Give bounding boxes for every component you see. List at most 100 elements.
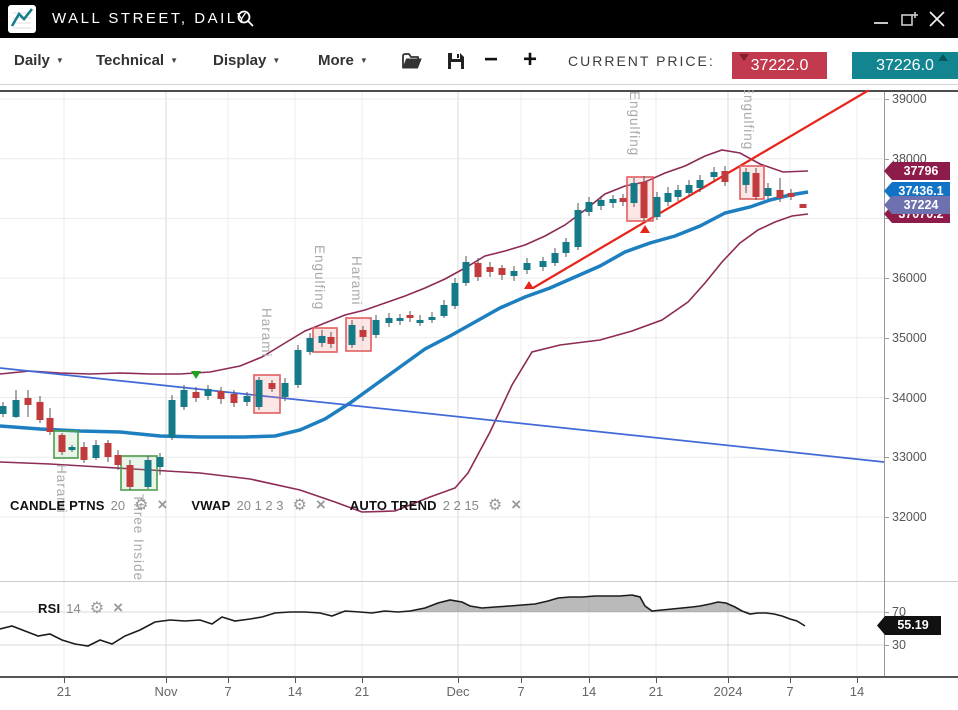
time-axis-label: 7 <box>786 684 794 699</box>
indicator-params: 20 1 2 3 <box>236 497 284 513</box>
price-axis-tick <box>884 218 889 220</box>
gear-icon[interactable]: ⚙ <box>487 497 503 514</box>
candle-body <box>742 172 750 185</box>
candle-body <box>710 172 718 178</box>
pattern-label: Engulfing <box>741 90 756 150</box>
price-axis-tick <box>884 645 889 646</box>
main-price-chart[interactable]: Harami Three Inside Harami Engulfing Harami E… <box>0 90 884 581</box>
candle-body <box>539 261 547 267</box>
signal-up-triangle-icon <box>524 281 534 289</box>
close-icon[interactable]: × <box>315 495 326 514</box>
bid-down-arrow-icon <box>739 54 749 61</box>
close-button[interactable] <box>924 0 950 38</box>
zoom-out-button[interactable]: − <box>484 46 499 73</box>
chevron-down-icon: ▼ <box>359 56 368 65</box>
candle-body <box>327 336 335 344</box>
rsi-level-label: 30 <box>892 638 906 652</box>
gear-icon[interactable]: ⚙ <box>89 600 105 617</box>
minimize-button[interactable] <box>868 0 894 38</box>
signal-up-triangle-icon <box>640 225 650 233</box>
candle-body <box>306 337 314 352</box>
pattern-label: Harami <box>259 308 274 358</box>
price-axis-label: 39000 <box>892 92 927 106</box>
candle-body <box>217 390 225 399</box>
window-title: WALL STREET, DAILY <box>52 10 249 27</box>
legend-vwap: VWAP 20 1 2 3 ⚙ × <box>191 495 325 515</box>
candle-body <box>787 192 795 197</box>
price-axis-tick <box>884 612 889 613</box>
candle-body <box>416 320 424 323</box>
candle-body <box>168 400 176 438</box>
time-axis-label: 21 <box>354 684 370 699</box>
candle-body <box>348 324 356 345</box>
candle-body <box>664 192 672 202</box>
price-axis-tick <box>884 158 889 160</box>
chart-top-border <box>0 90 958 92</box>
price-tag-37436.1: 37436.1 <box>884 182 950 200</box>
candle-body <box>574 209 582 247</box>
candle-body <box>126 465 134 487</box>
candle-body <box>12 400 20 417</box>
candle-body <box>359 329 367 337</box>
candle-body <box>653 196 661 217</box>
auto-trend-up-line <box>532 90 870 289</box>
menu-timeframe[interactable]: Daily ▼ <box>14 52 64 69</box>
popout-window-button[interactable] <box>896 0 922 38</box>
zoom-in-button[interactable]: + <box>523 46 538 73</box>
vwap-line <box>0 190 809 439</box>
price-tag-37796: 37796 <box>884 162 950 180</box>
close-icon[interactable]: × <box>157 495 168 514</box>
candle-body <box>36 401 44 421</box>
time-axis-label: 14 <box>581 684 597 699</box>
candle-body <box>318 335 326 343</box>
candle-body <box>630 182 638 203</box>
menu-technical[interactable]: Technical ▼ <box>96 52 179 69</box>
pattern-label: Harami <box>54 464 69 514</box>
candle-body <box>243 396 251 402</box>
time-axis-label: 21 <box>56 684 72 699</box>
menu-more[interactable]: More ▼ <box>318 52 368 69</box>
legend-candle-ptns: CANDLE PTNS 20 ⚙ × <box>10 495 167 515</box>
pattern-label: Harami <box>349 256 364 306</box>
pattern-label: Engulfing <box>627 91 642 156</box>
candle-body <box>406 314 414 318</box>
gear-icon[interactable]: ⚙ <box>134 497 149 514</box>
candle-body <box>372 320 380 335</box>
candle-body <box>799 204 807 209</box>
menu-display[interactable]: Display ▼ <box>213 52 281 69</box>
gear-icon[interactable]: ⚙ <box>292 497 307 514</box>
candle-body <box>674 189 682 197</box>
candle-body <box>144 460 152 487</box>
candle-body <box>192 391 200 398</box>
rsi-chart[interactable] <box>0 581 884 676</box>
candle-body <box>255 379 263 407</box>
close-icon[interactable]: × <box>511 495 522 514</box>
titlebar: WALL STREET, DAILY <box>0 0 958 38</box>
candle-body <box>428 316 436 321</box>
price-axis-label: 32000 <box>892 509 927 524</box>
candle-body <box>776 189 784 198</box>
close-icon[interactable]: × <box>113 598 124 617</box>
candle-body <box>619 197 627 202</box>
candle-body <box>510 270 518 277</box>
chevron-down-icon: ▼ <box>272 56 281 65</box>
price-axis-tick <box>884 397 889 399</box>
candle-body <box>721 170 729 182</box>
bid-price-badge: 37222.0 <box>732 52 827 79</box>
time-axis-tick <box>728 678 729 683</box>
pattern-label: Three Inside <box>131 494 146 581</box>
candle-body <box>24 397 32 405</box>
rsi-level-label: 70 <box>892 605 906 619</box>
price-tag-37224: 37224 <box>884 196 950 214</box>
indicator-params: 14 <box>66 600 81 616</box>
time-axis-tick <box>521 678 522 683</box>
rsi-line <box>0 594 806 647</box>
price-axis-label: 35000 <box>892 330 927 345</box>
candle-body <box>440 304 448 317</box>
indicator-name: CANDLE PTNS <box>10 497 105 513</box>
candle-body <box>474 262 482 278</box>
indicator-legend-row: CANDLE PTNS 20 ⚙ × VWAP 20 1 2 3 ⚙ × AUT… <box>10 495 545 515</box>
price-axis-label: 33000 <box>892 450 927 465</box>
candle-body <box>156 457 164 468</box>
